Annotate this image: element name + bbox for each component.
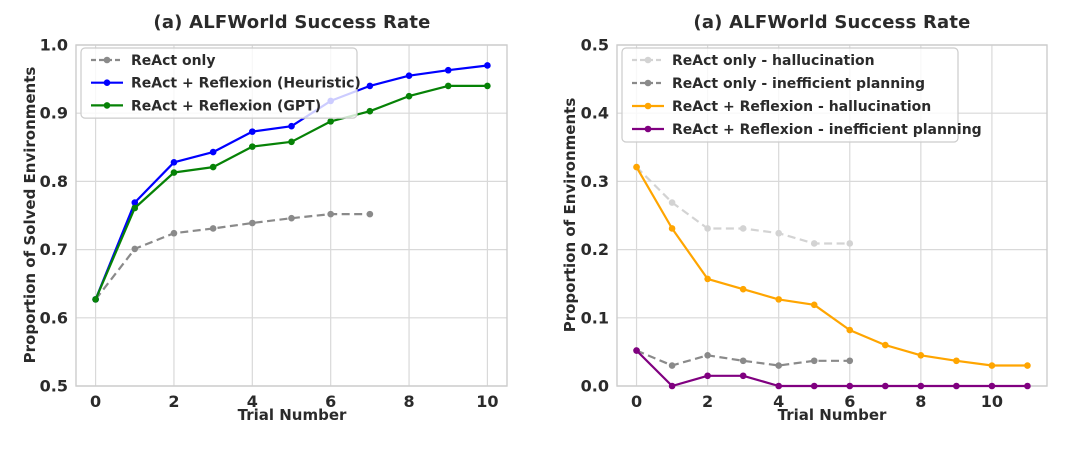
x-axis-label: Trial Number	[777, 406, 887, 424]
y-tick-label: 0.6	[40, 308, 68, 327]
x-tick-labels: 0 2 4 6 8 10	[631, 392, 1003, 411]
x-tick-labels: 0 2 4 6 8 10	[90, 392, 499, 411]
y-tick-label: 0.5	[40, 377, 68, 396]
x-tick-label: 4	[773, 392, 784, 411]
legend-label: ReAct + Reflexion - hallucination	[672, 99, 931, 115]
series-react-reflexion-hallucination	[633, 163, 1031, 369]
y-axis-label: Proportion of Environments	[561, 97, 579, 333]
x-axis-label: Trial Number	[237, 406, 347, 424]
series-react-only-inefficient-planning	[633, 347, 854, 369]
legend: ReAct only - hallucination ReAct only - i…	[621, 47, 982, 143]
y-tick-label: 0.0	[581, 377, 609, 396]
x-tick-label: 0	[90, 392, 101, 411]
x-tick-label: 0	[631, 392, 642, 411]
legend-label: ReAct + Reflexion (Heuristic)	[131, 76, 361, 92]
failure-plot-area: ReAct only - hallucination ReAct only - i…	[581, 36, 1048, 411]
x-tick-label: 6	[844, 392, 855, 411]
y-axis-label: Proportion of Solved Environments	[21, 66, 39, 364]
y-tick-labels: 0.5 0.6 0.7 0.8 0.9 1.0	[40, 36, 68, 396]
success-plot-area: ReAct only ReAct + Reflexion (Heuristic) R…	[40, 36, 508, 411]
legend-label: ReAct + Reflexion - inefficient planning	[672, 122, 982, 138]
y-tick-label: 0.2	[581, 240, 609, 259]
series-react-reflexion-gpt	[92, 82, 491, 303]
alfworld-success-chart: ReAct only ReAct + Reflexion (Heuristic) R…	[21, 12, 508, 424]
series-react-only-hallucination	[633, 163, 854, 247]
x-tick-label: 8	[403, 392, 414, 411]
y-tick-labels: 0.0 0.1 0.2 0.3 0.4 0.5	[581, 36, 609, 396]
x-tick-label: 2	[168, 392, 179, 411]
plot-border	[75, 44, 508, 387]
y-tick-label: 1.0	[40, 36, 68, 55]
alfworld-failure-breakdown-chart: ReAct only - hallucination ReAct only - i…	[537, 0, 1074, 450]
x-tick-label: 10	[476, 392, 498, 411]
y-tick-label: 0.7	[40, 240, 68, 259]
x-tick-label: 10	[981, 392, 1003, 411]
y-tick-label: 0.3	[581, 172, 609, 191]
legend-label: ReAct only	[131, 53, 216, 69]
chart-title: (a) ALFWorld Success Rate	[693, 12, 971, 33]
y-tick-label: 0.4	[581, 104, 609, 123]
y-tick-label: 0.9	[40, 104, 68, 123]
legend-label: ReAct + Reflexion (GPT)	[131, 98, 321, 114]
legend-label: ReAct only - inefficient planning	[672, 76, 925, 92]
x-tick-label: 6	[325, 392, 336, 411]
x-tick-label: 4	[247, 392, 258, 411]
y-tick-label: 0.1	[581, 308, 609, 327]
legend: ReAct only ReAct + Reflexion (Heuristic) R…	[80, 47, 361, 119]
x-tick-label: 8	[915, 392, 926, 411]
y-tick-label: 0.8	[40, 172, 68, 191]
x-tick-label: 2	[702, 392, 713, 411]
series-react-reflexion-inefficient-planning	[633, 347, 1031, 390]
series-react-only	[92, 210, 374, 303]
y-tick-label: 0.5	[581, 36, 609, 55]
chart-title: (a) ALFWorld Success Rate	[153, 12, 431, 33]
legend-label: ReAct only - hallucination	[672, 53, 875, 69]
